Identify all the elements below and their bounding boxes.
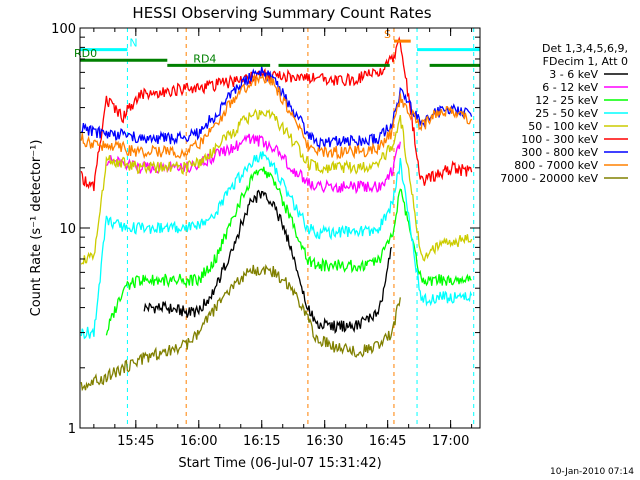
legend-header-2: FDecim 1, Att 0: [543, 55, 628, 68]
series-line: [80, 263, 401, 392]
plot-area: NRD0RD4S: [74, 28, 480, 428]
x-axis-ticks: 15:45 16:00 16:15 16:30 16:45 17:00: [93, 28, 473, 449]
series-line: [80, 108, 473, 265]
annotation-label: N: [129, 37, 137, 50]
series-line: [80, 73, 473, 161]
legend-label: 3 - 6 keV: [549, 68, 598, 81]
legend-label: 50 - 100 keV: [528, 120, 598, 133]
y-axis-ticks: 1 10 100: [51, 22, 480, 437]
legend: Det 1,3,4,5,6,9, FDecim 1, Att 0 3 - 6 k…: [500, 42, 628, 185]
annotation-label: RD0: [74, 47, 97, 60]
legend-label: 12 - 25 keV: [535, 94, 598, 107]
x-tick-label: 16:00: [180, 434, 217, 449]
y-axis-label: Count Rate (s⁻¹ detector⁻¹): [29, 140, 44, 317]
x-axis-label: Start Time (06-Jul-07 15:31:42): [178, 456, 381, 471]
series-line: [80, 36, 473, 192]
legend-label: 6 - 12 keV: [542, 81, 598, 94]
series-line: [80, 66, 473, 150]
legend-label: 100 - 300 keV: [521, 133, 598, 146]
series-line: [143, 189, 393, 335]
legend-label: 800 - 7000 keV: [514, 159, 598, 172]
x-tick-label: 16:45: [369, 434, 406, 449]
series-line: [80, 151, 473, 340]
footer-timestamp: 10-Jan-2010 07:14: [550, 467, 634, 477]
y-tick-label: 100: [51, 22, 76, 37]
legend-label: 25 - 50 keV: [535, 107, 598, 120]
annotation-label: RD4: [193, 52, 216, 65]
x-tick-label: 15:45: [117, 434, 154, 449]
y-tick-label: 1: [68, 422, 76, 437]
x-tick-label: 17:00: [432, 434, 469, 449]
x-tick-label: 16:15: [243, 434, 280, 449]
plot-inner: [80, 28, 480, 428]
legend-label: 7000 - 20000 keV: [500, 172, 598, 185]
y-tick-label: 10: [59, 222, 76, 237]
legend-header-1: Det 1,3,4,5,6,9,: [542, 42, 628, 55]
legend-label: 300 - 800 keV: [521, 146, 598, 159]
x-tick-label: 16:30: [306, 434, 343, 449]
chart-title: HESSI Observing Summary Count Rates: [132, 4, 431, 22]
